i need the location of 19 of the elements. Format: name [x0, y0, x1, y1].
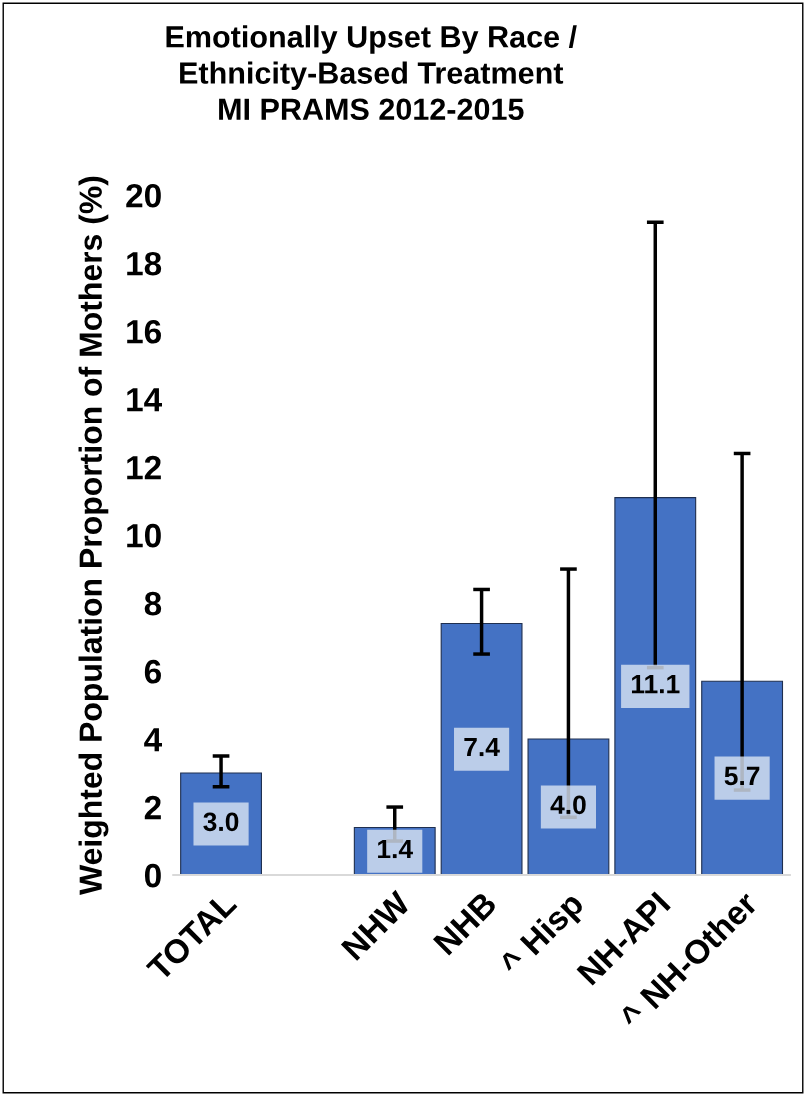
y-tick-label: 6	[144, 659, 161, 684]
data-label: 11.1	[631, 675, 680, 694]
data-label: 5.7	[724, 766, 760, 786]
y-tick-label: 14	[127, 388, 162, 412]
data-label: 1.4	[378, 839, 413, 859]
y-tick-label: 0	[144, 863, 161, 888]
data-label: 4.0	[550, 795, 586, 815]
y-tick-label: 16	[127, 319, 161, 344]
data-label: 7.4	[464, 737, 500, 757]
y-tick-label: 4	[144, 728, 162, 752]
data-label: 3.0	[203, 812, 239, 832]
y-tick-label: 8	[144, 591, 162, 616]
y-tick-label: 2	[144, 795, 161, 820]
y-tick-label: 18	[127, 251, 162, 276]
y-tick-label: 12	[127, 455, 161, 480]
y-axis-title: Weighted Population Proportion of Mothers (%)	[78, 176, 109, 895]
y-tick-label: 10	[127, 523, 161, 548]
y-tick-label: 20	[126, 183, 161, 208]
chart-title: Emotionally Upset By Race / Ethnicity-Based Treatment MI PRAMS 2012-2015	[166, 25, 577, 121]
